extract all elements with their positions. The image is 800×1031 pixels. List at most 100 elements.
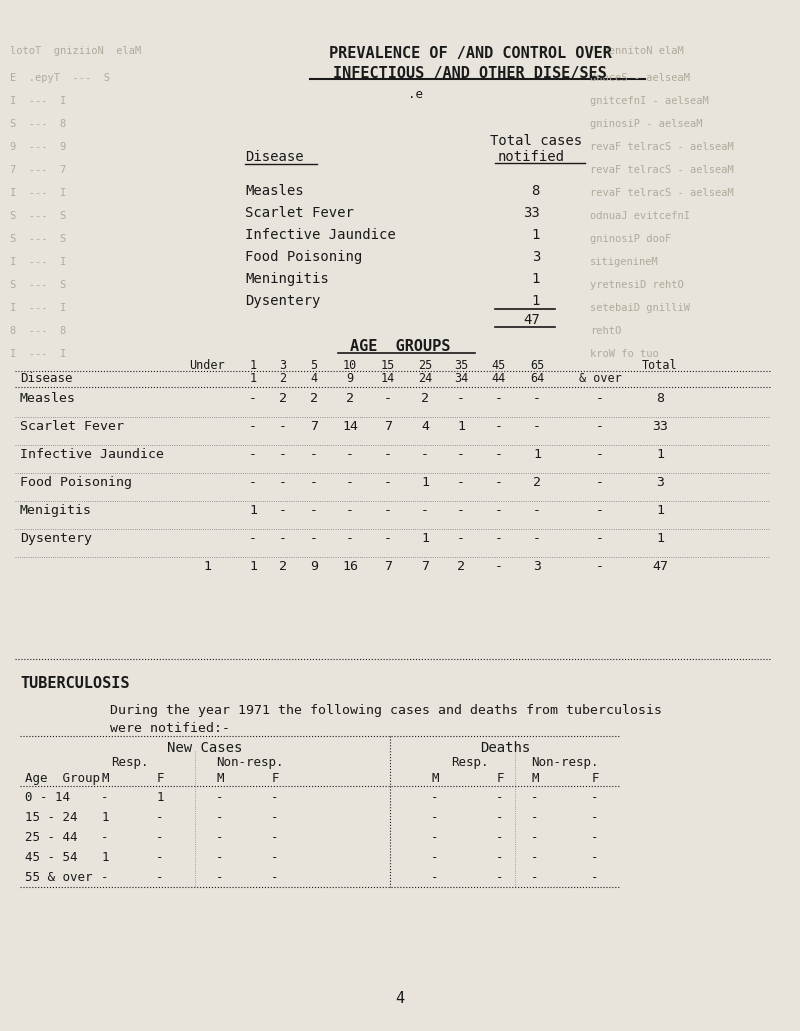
Text: -: - bbox=[310, 476, 318, 489]
Text: 64: 64 bbox=[530, 372, 544, 385]
Text: Resp.: Resp. bbox=[451, 756, 489, 769]
Text: -: - bbox=[384, 532, 392, 545]
Text: 1: 1 bbox=[656, 532, 664, 545]
Text: M: M bbox=[102, 772, 109, 785]
Text: -: - bbox=[249, 476, 257, 489]
Text: -: - bbox=[216, 811, 224, 824]
Text: sitigenineM: sitigenineM bbox=[590, 257, 658, 267]
Text: 1: 1 bbox=[250, 372, 257, 385]
Text: gnitcefnI - aelseaM: gnitcefnI - aelseaM bbox=[590, 96, 709, 106]
Text: notified: notified bbox=[498, 149, 565, 164]
Text: -: - bbox=[216, 871, 224, 884]
Text: -: - bbox=[495, 392, 503, 405]
Text: F: F bbox=[156, 772, 164, 785]
Text: -: - bbox=[310, 448, 318, 461]
Text: -: - bbox=[249, 448, 257, 461]
Text: -: - bbox=[531, 851, 538, 864]
Text: -: - bbox=[533, 420, 541, 433]
Text: 5: 5 bbox=[310, 359, 318, 372]
Text: 1: 1 bbox=[532, 294, 540, 308]
Text: 16: 16 bbox=[342, 560, 358, 573]
Text: 2: 2 bbox=[457, 560, 465, 573]
Text: 8: 8 bbox=[656, 392, 664, 405]
Text: 33: 33 bbox=[523, 206, 540, 220]
Text: 55 & over: 55 & over bbox=[25, 871, 93, 884]
Text: -: - bbox=[310, 532, 318, 545]
Text: 45: 45 bbox=[492, 359, 506, 372]
Text: -: - bbox=[346, 504, 354, 517]
Text: 8  ---  8: 8 --- 8 bbox=[10, 326, 66, 336]
Text: -: - bbox=[384, 504, 392, 517]
Text: 24: 24 bbox=[418, 372, 432, 385]
Text: 1: 1 bbox=[102, 811, 109, 824]
Text: Under: Under bbox=[189, 359, 225, 372]
Text: -: - bbox=[102, 831, 109, 844]
Text: Total: Total bbox=[642, 359, 678, 372]
Text: 34: 34 bbox=[454, 372, 468, 385]
Text: -: - bbox=[102, 871, 109, 884]
Text: -: - bbox=[531, 811, 538, 824]
Text: -: - bbox=[271, 851, 278, 864]
Text: 25: 25 bbox=[418, 359, 432, 372]
Text: Dysentery: Dysentery bbox=[20, 532, 92, 545]
Text: .e: .e bbox=[408, 88, 423, 101]
Text: -: - bbox=[249, 392, 257, 405]
Text: -: - bbox=[156, 831, 164, 844]
Text: Infective Jaundice: Infective Jaundice bbox=[245, 228, 396, 242]
Text: 0 - 14: 0 - 14 bbox=[25, 791, 70, 804]
Text: E  .epyT  ---  S: E .epyT --- S bbox=[10, 73, 110, 84]
Text: 10: 10 bbox=[343, 359, 357, 372]
Text: kroW fo tuo: kroW fo tuo bbox=[590, 350, 658, 359]
Text: -: - bbox=[495, 448, 503, 461]
Text: 1: 1 bbox=[533, 448, 541, 461]
Text: were notified:-: were notified:- bbox=[110, 722, 230, 735]
Text: -: - bbox=[279, 420, 287, 433]
Text: -: - bbox=[249, 420, 257, 433]
Text: -: - bbox=[596, 448, 604, 461]
Text: gninosiP - aelseaM: gninosiP - aelseaM bbox=[590, 119, 702, 129]
Text: 2: 2 bbox=[279, 372, 286, 385]
Text: S  ---  S: S --- S bbox=[10, 211, 66, 221]
Text: TUBERCULOSIS: TUBERCULOSIS bbox=[20, 676, 130, 691]
Text: F: F bbox=[591, 772, 598, 785]
Text: -: - bbox=[384, 392, 392, 405]
Text: 1: 1 bbox=[249, 504, 257, 517]
Text: Resp.: Resp. bbox=[111, 756, 149, 769]
Text: -: - bbox=[457, 392, 465, 405]
Text: lotoT  gniziioN  elaM: lotoT gniziioN elaM bbox=[10, 46, 142, 56]
Text: -: - bbox=[431, 811, 438, 824]
Text: revaF telracS - aelseaM: revaF telracS - aelseaM bbox=[590, 165, 734, 175]
Text: 9: 9 bbox=[346, 372, 354, 385]
Text: -: - bbox=[496, 831, 504, 844]
Text: Disease: Disease bbox=[20, 372, 73, 385]
Text: S  ---  S: S --- S bbox=[10, 280, 66, 290]
Text: odnuaJ evitcefnI: odnuaJ evitcefnI bbox=[590, 211, 690, 221]
Text: I  ---  I: I --- I bbox=[10, 350, 66, 359]
Text: -: - bbox=[495, 532, 503, 545]
Text: M dennitoN elaM: M dennitoN elaM bbox=[590, 46, 684, 56]
Text: 9: 9 bbox=[310, 560, 318, 573]
Text: 2: 2 bbox=[279, 392, 287, 405]
Text: 15: 15 bbox=[381, 359, 395, 372]
Text: I  ---  I: I --- I bbox=[10, 188, 66, 198]
Text: 33: 33 bbox=[652, 420, 668, 433]
Text: -: - bbox=[431, 851, 438, 864]
Text: M: M bbox=[216, 772, 224, 785]
Text: I  ---  I: I --- I bbox=[10, 303, 66, 313]
Text: -: - bbox=[216, 851, 224, 864]
Text: -: - bbox=[271, 791, 278, 804]
Text: revaF telracS - aelseaM: revaF telracS - aelseaM bbox=[590, 142, 734, 152]
Text: S  ---  S: S --- S bbox=[10, 234, 66, 244]
Text: 7  ---  7: 7 --- 7 bbox=[10, 165, 66, 175]
Text: -: - bbox=[495, 420, 503, 433]
Text: 3: 3 bbox=[533, 560, 541, 573]
Text: -: - bbox=[591, 791, 598, 804]
Text: -: - bbox=[431, 831, 438, 844]
Text: -: - bbox=[533, 392, 541, 405]
Text: 47: 47 bbox=[652, 560, 668, 573]
Text: 2: 2 bbox=[346, 392, 354, 405]
Text: -: - bbox=[457, 476, 465, 489]
Text: M: M bbox=[431, 772, 438, 785]
Text: Scarlet Fever: Scarlet Fever bbox=[20, 420, 124, 433]
Text: Scarlet Fever: Scarlet Fever bbox=[245, 206, 354, 220]
